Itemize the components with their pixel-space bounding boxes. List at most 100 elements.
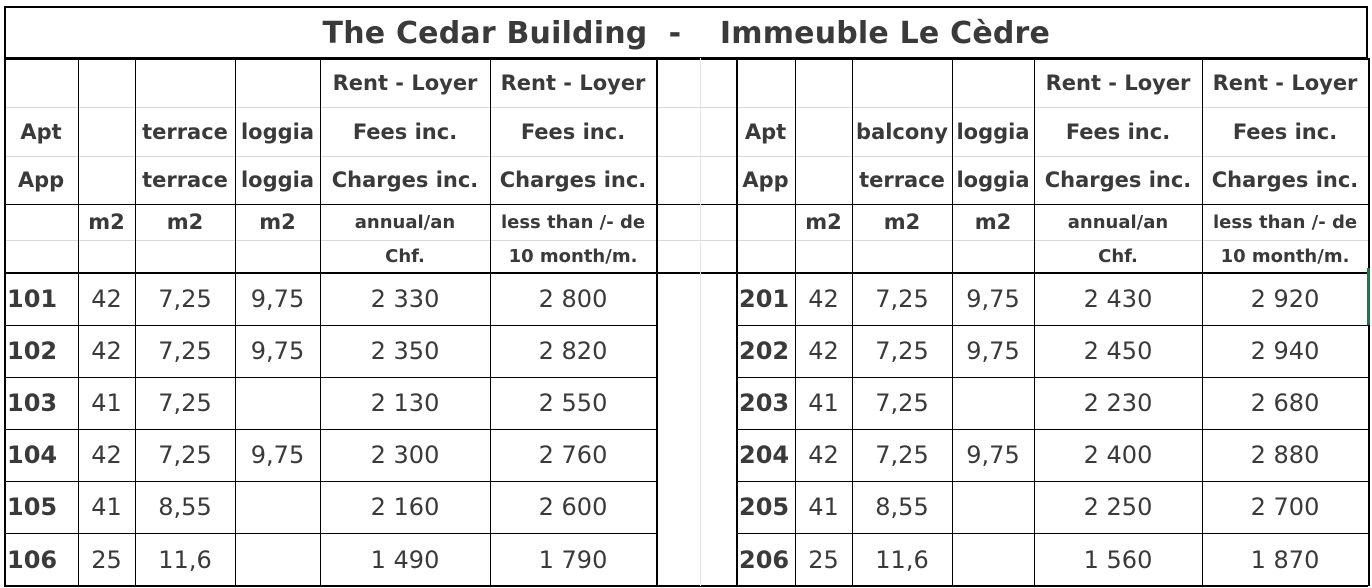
left-table-cell: 2 350 (370, 337, 440, 365)
left-apartment-number: 103 (7, 389, 58, 417)
border-header-top (4, 58, 1368, 60)
left-table-cell: 9,75 (250, 337, 305, 365)
left-header-col4-en: loggia (240, 119, 315, 144)
left-table-cell: 2 600 (538, 493, 608, 521)
border-row (736, 429, 1368, 430)
border-bottom (4, 585, 1368, 587)
left-apartment-number: 104 (7, 441, 58, 469)
right-header-rent1-line1: Rent - Loyer (1045, 70, 1191, 95)
left-table-cell: 42 (91, 441, 122, 469)
right-table-cell: 2 400 (1083, 441, 1153, 469)
right-unit-area: m2 (805, 210, 842, 234)
left-table-cell: 11,6 (158, 545, 212, 574)
right-header-col3-fr: terrace (859, 168, 945, 192)
left-table-cell: 7,25 (158, 337, 212, 365)
right-table-cell: 8,55 (875, 493, 929, 521)
right-apartment-number: 206 (739, 545, 790, 574)
page-title-french: Immeuble Le Cèdre (719, 15, 1051, 51)
left-header-app: App (17, 168, 65, 192)
border-vertical (656, 58, 658, 586)
right-header-rent2-line2: Fees inc. (1232, 119, 1338, 144)
left-unit-period: 10 month/m. (508, 245, 638, 267)
left-table-cell: 41 (91, 389, 122, 417)
left-header-col3-fr: terrace (142, 168, 228, 192)
right-table-cell: 2 430 (1083, 284, 1153, 313)
border-row (4, 325, 656, 326)
border-vertical (235, 58, 236, 586)
right-header-apt: Apt (744, 119, 787, 144)
left-apartment-number: 106 (7, 545, 58, 574)
left-table-cell (235, 533, 320, 586)
right-header-rent1-line3: Charges inc. (1044, 168, 1192, 192)
border-row (4, 533, 656, 534)
left-table-cell: 25 (91, 545, 122, 574)
left-header-rent1-line1: Rent - Loyer (332, 70, 478, 95)
right-table-cell: 11,6 (875, 545, 929, 574)
right-table-cell: 41 (808, 389, 839, 417)
right-apartment-number: 201 (739, 284, 790, 313)
left-table-cell: 2 300 (370, 441, 440, 469)
right-table-cell: 9,75 (966, 441, 1020, 469)
left-header-rent1-line2: Fees inc. (352, 119, 458, 144)
border-row (4, 429, 656, 430)
left-table-cell: 41 (91, 493, 122, 521)
right-unit-currency: Chf. (1098, 245, 1138, 267)
border-row (736, 533, 1368, 534)
right-apartment-number: 204 (739, 441, 790, 469)
left-apartment-number: 102 (7, 337, 58, 365)
border-vertical (4, 58, 6, 586)
right-unit-period: 10 month/m. (1220, 245, 1350, 267)
left-table-cell: 2 330 (370, 284, 440, 313)
right-table-cell: 2 230 (1083, 389, 1153, 417)
border-vertical (952, 58, 953, 586)
right-unit-rent2: less than /- de (1212, 211, 1358, 233)
gridline-horizontal (4, 107, 1368, 108)
left-table-cell: 1 490 (370, 545, 440, 574)
right-unit-col4: m2 (974, 210, 1012, 234)
right-table-cell (952, 377, 1034, 429)
left-table-cell: 42 (91, 284, 122, 313)
left-table-cell: 7,25 (158, 441, 212, 469)
gridline-vertical (700, 58, 701, 586)
right-table-cell: 1 870 (1250, 545, 1320, 574)
left-apartment-number: 105 (7, 493, 58, 521)
left-table-cell: 9,75 (250, 441, 305, 469)
right-header-app: App (742, 168, 789, 192)
right-unit-col3: m2 (883, 210, 921, 234)
right-table-cell: 42 (808, 284, 839, 313)
right-header-col3-en: balcony (856, 119, 948, 144)
right-table-cell: 9,75 (966, 337, 1020, 365)
left-unit-rent1: annual/an (354, 211, 456, 233)
right-table-cell: 2 920 (1250, 284, 1320, 313)
title-border (4, 6, 1368, 58)
left-table-cell (235, 377, 320, 429)
border-row (736, 325, 1368, 326)
border-data-top (4, 272, 1368, 274)
right-header-rent1-line2: Fees inc. (1065, 119, 1171, 144)
left-unit-col4: m2 (259, 210, 296, 234)
left-table-cell (235, 481, 320, 533)
right-header-col4-en: loggia (956, 119, 1030, 144)
left-header-col3-en: terrace (142, 119, 228, 144)
border-vertical (135, 58, 136, 586)
right-apartment-number: 202 (739, 337, 790, 365)
right-header-rent2-line1: Rent - Loyer (1212, 70, 1358, 95)
border-vertical (736, 58, 738, 586)
border-row (736, 377, 1368, 378)
right-header-rent2-line3: Charges inc. (1211, 168, 1359, 192)
left-table-cell: 9,75 (250, 284, 305, 313)
border-vertical (1034, 58, 1035, 586)
page-title-english: The Cedar Building (322, 15, 648, 51)
left-table-cell: 8,55 (158, 493, 212, 521)
border-row (4, 481, 656, 482)
border-vertical (852, 58, 853, 586)
border-units-top (4, 204, 1368, 205)
right-table-cell: 42 (808, 441, 839, 469)
left-unit-area: m2 (88, 210, 125, 234)
right-table-cell: 7,25 (875, 284, 929, 313)
left-header-col4-fr: loggia (240, 168, 315, 192)
border-vertical (320, 58, 321, 586)
left-header-rent2-line1: Rent - Loyer (500, 70, 646, 95)
border-vertical (795, 58, 796, 586)
left-header-apt: Apt (20, 119, 62, 144)
